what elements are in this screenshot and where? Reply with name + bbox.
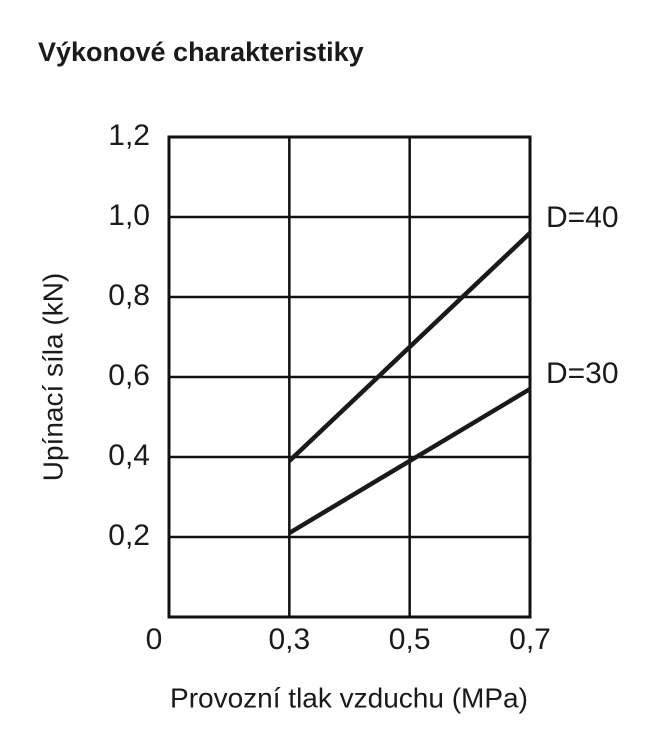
- y-tick-label: 0,4: [108, 439, 150, 472]
- y-tick-label: 0,6: [108, 359, 150, 392]
- series-line: [288, 387, 532, 535]
- y-tick-label: 0: [146, 623, 163, 656]
- y-tick-label: 1,0: [108, 199, 150, 232]
- x-axis-label: Provozní tlak vzduchu (MPa): [170, 682, 528, 713]
- series-label: D=30: [546, 357, 619, 390]
- y-tick-label: 0,8: [108, 279, 150, 312]
- y-axis-label: Upínací síla (kN): [37, 273, 68, 482]
- x-tick-label: 0,5: [389, 623, 431, 656]
- y-tick-label: 0,2: [108, 519, 150, 552]
- chart-title: Výkonové charakteristiky: [38, 37, 364, 67]
- x-tick-label: 0,3: [268, 623, 310, 656]
- y-tick-label: 1,2: [108, 119, 150, 152]
- series-label: D=40: [546, 201, 619, 234]
- series-line: [287, 231, 532, 463]
- x-tick-label: 0,7: [509, 623, 551, 656]
